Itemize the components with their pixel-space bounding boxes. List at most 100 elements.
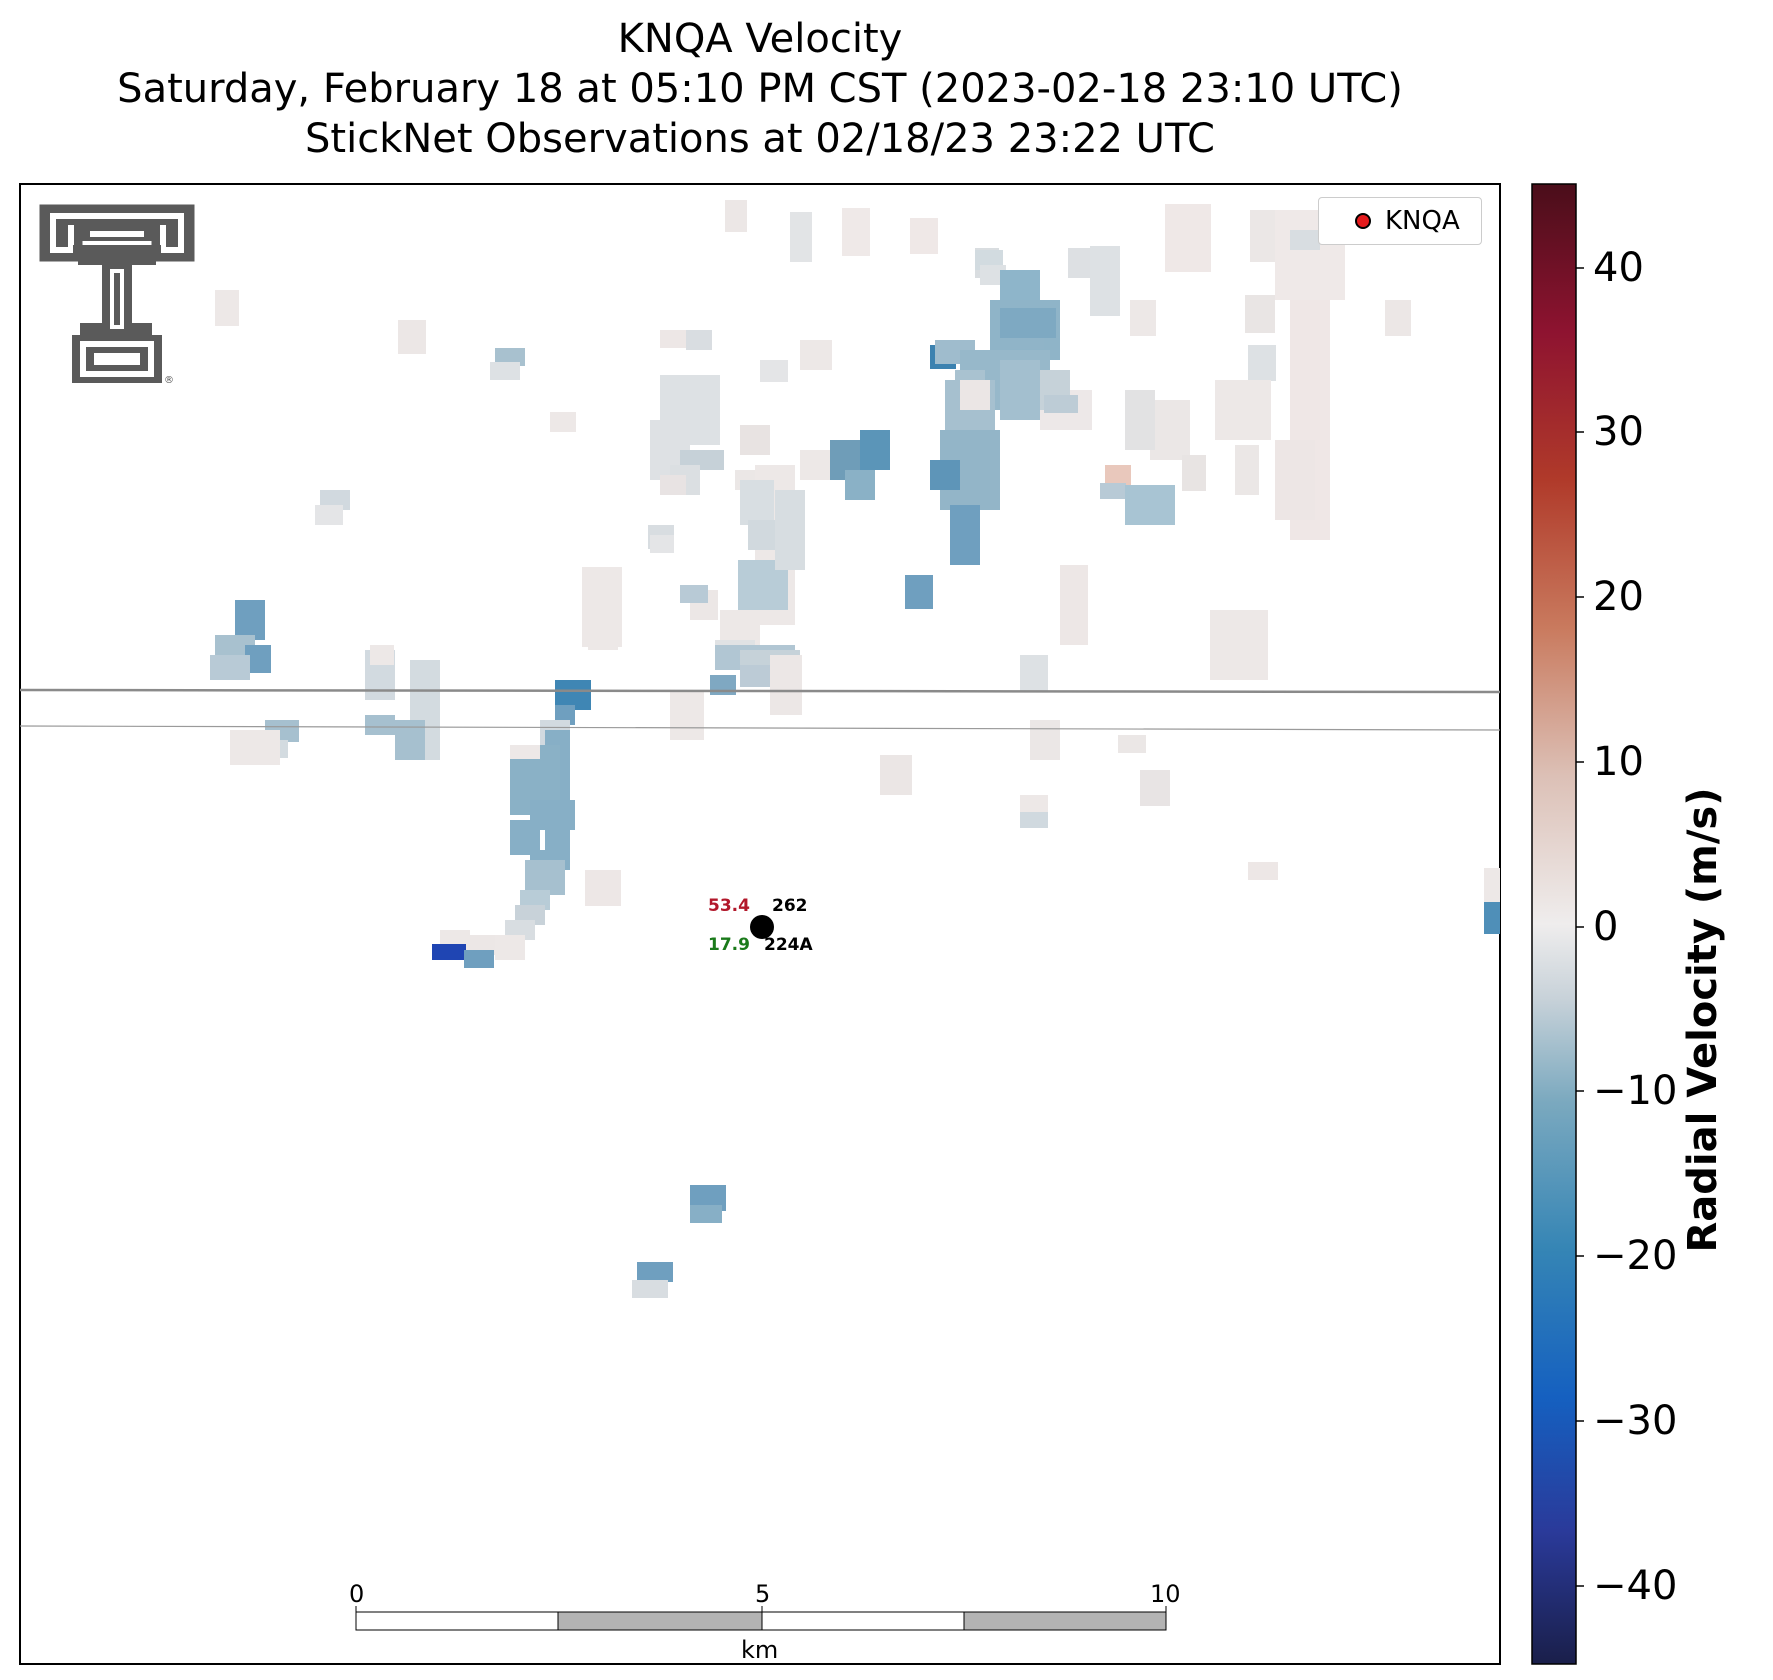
radar-gate — [1150, 400, 1190, 460]
radar-gate — [1100, 483, 1126, 499]
radar-gate — [740, 665, 770, 687]
radar-gate — [1125, 390, 1155, 450]
chart-subtitle-obs: StickNet Observations at 02/18/23 23:22 … — [305, 116, 1215, 162]
radar-gate — [1484, 902, 1500, 934]
map-legend: KNQA — [1318, 197, 1482, 245]
radar-gate — [395, 720, 425, 760]
colorbar-tick-label: 30 — [1593, 409, 1644, 455]
radar-gate — [740, 425, 770, 455]
radar-gate — [1385, 300, 1411, 336]
radar-gate — [490, 362, 520, 380]
radar-gate — [632, 1280, 668, 1298]
scale-tick-10: 10 — [1150, 1580, 1181, 1608]
colorbar-tick-label: −20 — [1593, 1233, 1678, 1279]
radar-gate — [860, 430, 890, 470]
radar-gate — [980, 265, 1006, 285]
radar-gate — [800, 340, 832, 370]
colorbar-tick-label: −40 — [1593, 1563, 1678, 1609]
radar-gate — [650, 535, 674, 553]
radar-gate — [680, 585, 708, 603]
colorbar-tick-label: −30 — [1593, 1398, 1678, 1444]
scale-tick-5: 5 — [755, 1580, 771, 1608]
radar-gate — [1245, 295, 1275, 333]
radar-gate — [725, 200, 747, 232]
radar-gate — [660, 330, 690, 348]
radar-gate — [210, 655, 250, 680]
radar-gate — [1248, 862, 1278, 880]
radar-gate — [1484, 868, 1500, 902]
radar-gate — [1130, 300, 1156, 336]
radar-gate — [1060, 565, 1088, 645]
radar-gate — [315, 505, 343, 525]
station-value-red: 53.4 — [708, 896, 750, 916]
radar-gate — [510, 745, 540, 759]
radar-gate — [686, 330, 712, 350]
radar-gate — [1020, 655, 1048, 691]
radar-gate — [1182, 455, 1206, 491]
radar-gate — [880, 755, 912, 795]
radar-gate — [1165, 204, 1211, 272]
radar-gate — [585, 870, 621, 906]
radar-gate — [800, 450, 830, 480]
radar-gate — [1248, 345, 1276, 381]
radar-gate — [1215, 380, 1271, 440]
scale-bar — [355, 1606, 1167, 1631]
colorbar-ticks — [1576, 267, 1584, 1587]
radar-gate — [432, 944, 466, 960]
scale-bar-segment — [355, 1611, 559, 1631]
radar-gate — [1235, 445, 1259, 495]
road-line — [19, 688, 1501, 694]
road-line — [19, 725, 1501, 731]
colorbar-label: Radial Velocity (m/s) — [1680, 787, 1726, 1253]
radar-gate — [464, 950, 494, 968]
radar-site-marker-icon — [1355, 213, 1371, 229]
radar-gate — [1275, 440, 1315, 520]
radar-gate — [775, 490, 805, 570]
legend-label: KNQA — [1385, 206, 1460, 236]
radar-gate — [950, 505, 980, 565]
station-value-green: 17.9 — [708, 935, 750, 955]
radar-gate — [1140, 770, 1170, 806]
radar-gate — [1020, 812, 1048, 828]
scale-unit: km — [741, 1636, 779, 1664]
scale-bar-segment — [761, 1611, 965, 1631]
radar-gate — [495, 935, 525, 960]
radar-gate — [1210, 610, 1268, 680]
radar-gate — [637, 1262, 673, 1282]
radar-gate — [1044, 395, 1078, 413]
scale-bar-segment — [963, 1611, 1167, 1631]
radar-gate — [905, 575, 933, 609]
radar-gate — [525, 860, 565, 895]
radar-gate — [370, 645, 394, 665]
radar-gate — [845, 470, 875, 500]
colorbar-tick-label: −10 — [1593, 1068, 1678, 1114]
radar-gate — [910, 218, 938, 254]
colorbar — [1531, 183, 1577, 1665]
radar-gate — [1020, 795, 1048, 815]
radar-gate — [398, 320, 426, 354]
colorbar-tick-label: 40 — [1593, 245, 1644, 291]
station-id-bottom: 224A — [764, 935, 813, 955]
texas-tech-logo-icon: ® — [39, 204, 195, 386]
radar-gate — [1030, 720, 1060, 760]
radar-gate — [960, 380, 990, 410]
radar-gate — [215, 290, 239, 326]
radar-gate — [1118, 735, 1146, 753]
radar-gate — [930, 460, 960, 490]
radar-gate — [1125, 485, 1175, 525]
radar-gate — [510, 820, 540, 855]
station-marker — [750, 915, 774, 939]
radar-gate — [660, 475, 686, 495]
chart-title: KNQA Velocity — [617, 16, 903, 62]
radar-gate — [550, 412, 576, 432]
svg-text:®: ® — [164, 375, 174, 386]
station-id-top: 262 — [772, 896, 808, 916]
colorbar-tick-label: 20 — [1593, 574, 1644, 620]
radar-gate — [1000, 360, 1040, 420]
colorbar-tick-label: 10 — [1593, 739, 1644, 785]
radar-gate — [235, 600, 265, 640]
radar-gate — [1090, 246, 1120, 316]
scale-bar-segment — [557, 1611, 763, 1631]
radar-gate — [1000, 308, 1056, 338]
